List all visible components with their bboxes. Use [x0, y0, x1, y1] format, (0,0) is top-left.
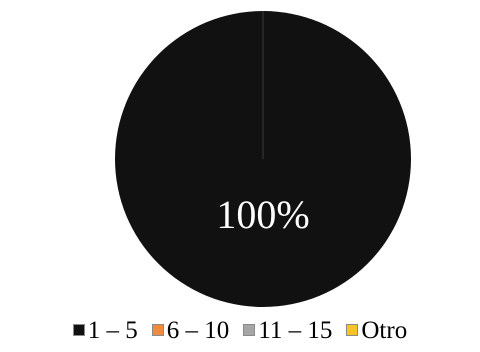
pie-slices — [115, 11, 411, 307]
legend-swatch-2 — [243, 324, 256, 336]
legend-label-1: 6 – 10 — [166, 316, 230, 344]
legend-swatch-0 — [72, 324, 85, 336]
legend-swatch-3 — [346, 324, 359, 336]
pie-data-labels: 100% — [216, 192, 309, 237]
chart-legend: 1 – 5 6 – 10 11 – 15 Otro — [0, 314, 480, 346]
legend-item-0: 1 – 5 — [72, 316, 138, 344]
data-label-0: 100% — [216, 192, 309, 237]
legend-item-2: 11 – 15 — [243, 318, 332, 343]
legend-item-3: Otro — [346, 318, 407, 343]
legend-swatch-1 — [151, 324, 164, 336]
legend-item-1: 6 – 10 — [151, 316, 230, 344]
legend-label-2: 11 – 15 — [258, 316, 333, 344]
legend-label-0: 1 – 5 — [87, 316, 138, 344]
legend-label-3: Otro — [361, 316, 408, 344]
